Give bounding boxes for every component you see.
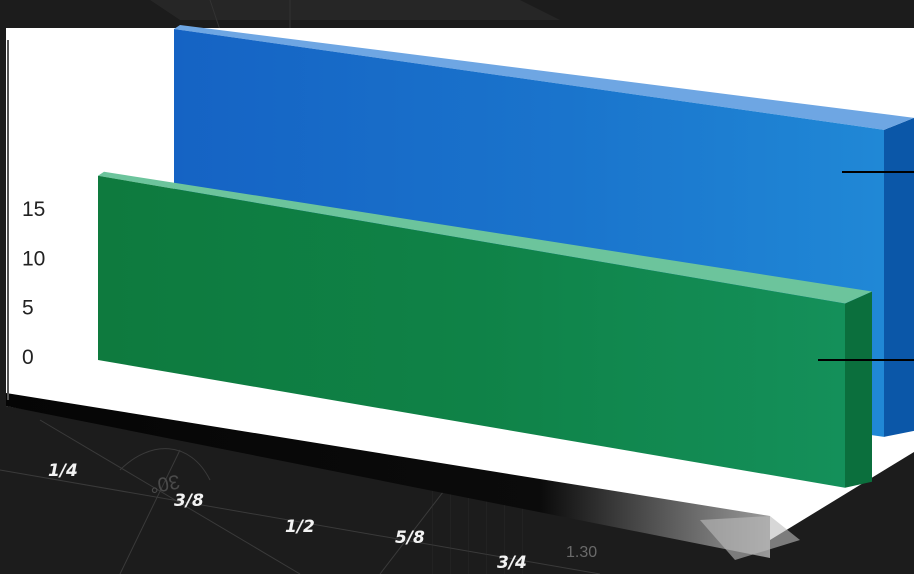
chart-floor [6,393,770,558]
y-tick-label: 15 [22,198,45,221]
bar-top-face [98,171,872,304]
x-tick-label: 5/8 [395,528,425,548]
y-tick-label: 0 [22,346,34,369]
x-tick-label: 3/4 [497,553,527,573]
bars-layer [98,25,914,488]
bar-series-2 [98,171,872,488]
y-axis-ticks: 0 5 10 15 [22,198,45,369]
x-tick-label: 1/4 [48,461,78,481]
x-tick-label: 1/2 [285,517,315,537]
chart-floor-edge [700,516,800,560]
x-axis-ticks: 1/4 3/8 1/2 5/8 3/4 [48,461,527,573]
backdrop-dimension-mark: 1.30 [566,544,597,561]
x-tick-label: 3/8 [174,491,204,511]
y-tick-label: 10 [22,247,45,270]
bar-side-face [845,291,872,488]
bar-side-face [884,117,914,437]
bar-front-face [98,175,845,488]
leader-lines [818,171,914,361]
y-tick-label: 5 [22,297,34,320]
backdrop-angle-mark: 30° [148,470,182,497]
bar-top-face [174,25,914,130]
